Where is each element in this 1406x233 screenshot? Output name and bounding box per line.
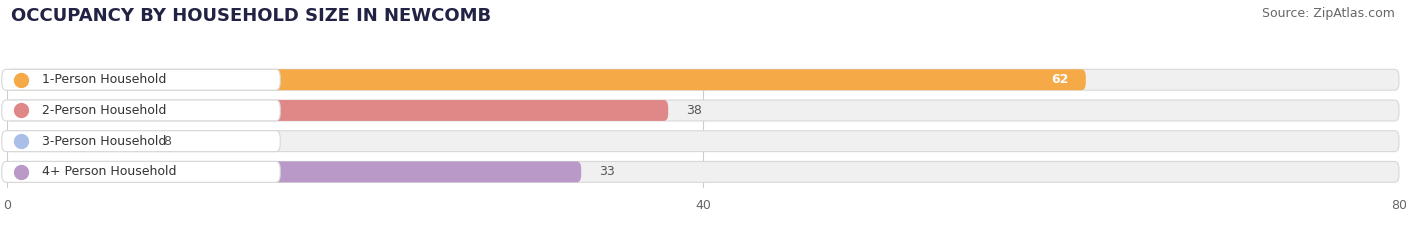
FancyBboxPatch shape	[7, 69, 1399, 90]
FancyBboxPatch shape	[7, 131, 146, 152]
Text: Source: ZipAtlas.com: Source: ZipAtlas.com	[1261, 7, 1395, 20]
FancyBboxPatch shape	[7, 100, 1399, 121]
Text: 1-Person Household: 1-Person Household	[42, 73, 166, 86]
FancyBboxPatch shape	[7, 161, 581, 182]
FancyBboxPatch shape	[1, 131, 280, 152]
FancyBboxPatch shape	[7, 161, 1399, 182]
FancyBboxPatch shape	[7, 69, 1085, 90]
Text: 4+ Person Household: 4+ Person Household	[42, 165, 176, 178]
FancyBboxPatch shape	[1, 161, 280, 182]
Text: 8: 8	[163, 135, 172, 148]
FancyBboxPatch shape	[7, 131, 1399, 152]
Text: OCCUPANCY BY HOUSEHOLD SIZE IN NEWCOMB: OCCUPANCY BY HOUSEHOLD SIZE IN NEWCOMB	[11, 7, 491, 25]
FancyBboxPatch shape	[1, 100, 280, 121]
Text: 38: 38	[686, 104, 702, 117]
FancyBboxPatch shape	[7, 100, 668, 121]
Text: 3-Person Household: 3-Person Household	[42, 135, 166, 148]
FancyBboxPatch shape	[1, 69, 280, 90]
Text: 62: 62	[1052, 73, 1069, 86]
Text: 2-Person Household: 2-Person Household	[42, 104, 166, 117]
Text: 33: 33	[599, 165, 614, 178]
